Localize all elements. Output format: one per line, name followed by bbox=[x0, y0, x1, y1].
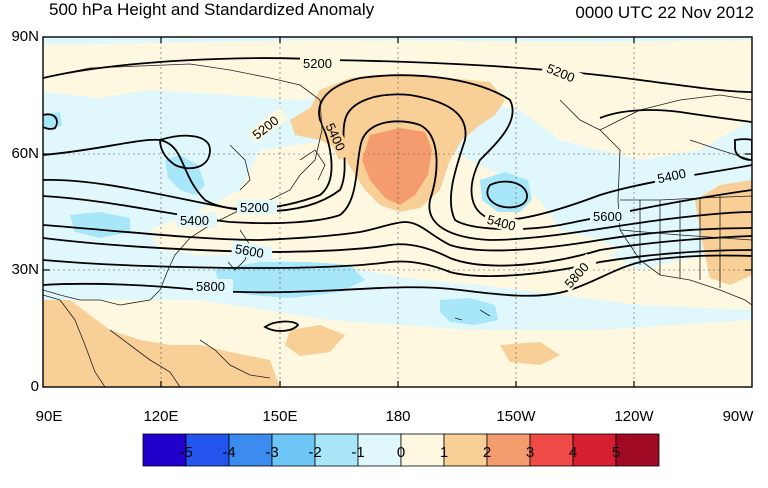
colorbar-box bbox=[615, 433, 660, 467]
colorbar-label: 2 bbox=[482, 444, 492, 461]
contour-label-5800: 5800 bbox=[196, 279, 225, 294]
lat-label: 0 bbox=[30, 378, 39, 395]
lat-label: 30N bbox=[11, 261, 39, 278]
colorbar-box bbox=[271, 433, 316, 467]
contour-label-5200: 5200 bbox=[240, 200, 269, 215]
colorbar-box bbox=[443, 433, 488, 467]
axis-ticks bbox=[43, 37, 752, 387]
colorbar-label: 0 bbox=[396, 444, 406, 461]
lon-label: 180 bbox=[385, 408, 411, 425]
colorbar-box bbox=[572, 433, 617, 467]
contour-label-5200: 5200 bbox=[303, 56, 332, 71]
colorbar-label: -5 bbox=[179, 444, 193, 461]
colorbar-box bbox=[314, 433, 359, 467]
contour-label-5400: 5400 bbox=[180, 213, 209, 228]
lon-label: 150E bbox=[262, 408, 298, 425]
colorbar-label: -3 bbox=[265, 444, 279, 461]
colorbar-label: -4 bbox=[222, 444, 236, 461]
contour-label-5600: 5600 bbox=[234, 241, 265, 261]
lon-label: 90W bbox=[722, 408, 754, 425]
anomaly-shading bbox=[43, 37, 752, 387]
contour-label-5600: 5600 bbox=[593, 209, 622, 224]
map-timestamp: 0000 UTC 22 Nov 2012 bbox=[575, 3, 754, 22]
lat-label: 90N bbox=[11, 28, 39, 45]
lon-label: 90E bbox=[35, 408, 63, 425]
colorbar bbox=[142, 433, 660, 467]
contour-label-5400: 5400 bbox=[656, 166, 687, 187]
colorbar-label: 4 bbox=[568, 444, 578, 461]
colorbar-box bbox=[228, 433, 273, 467]
colorbar-label: -1 bbox=[351, 444, 365, 461]
lon-label: 150W bbox=[496, 408, 536, 425]
contour-label-5400: 5400 bbox=[486, 212, 518, 234]
lon-label: 120E bbox=[143, 408, 179, 425]
height-contours bbox=[43, 57, 752, 332]
lon-label: 120W bbox=[614, 408, 654, 425]
map-title: 500 hPa Height and Standardized Anomaly bbox=[49, 0, 375, 19]
colorbar-label: 1 bbox=[439, 444, 449, 461]
colorbar-label: 5 bbox=[611, 444, 621, 461]
colorbar-label: 3 bbox=[525, 444, 535, 461]
colorbar-box bbox=[486, 433, 531, 467]
colorbar-box bbox=[357, 433, 402, 467]
colorbar-label: -2 bbox=[308, 444, 322, 461]
lat-label: 60N bbox=[11, 145, 39, 162]
